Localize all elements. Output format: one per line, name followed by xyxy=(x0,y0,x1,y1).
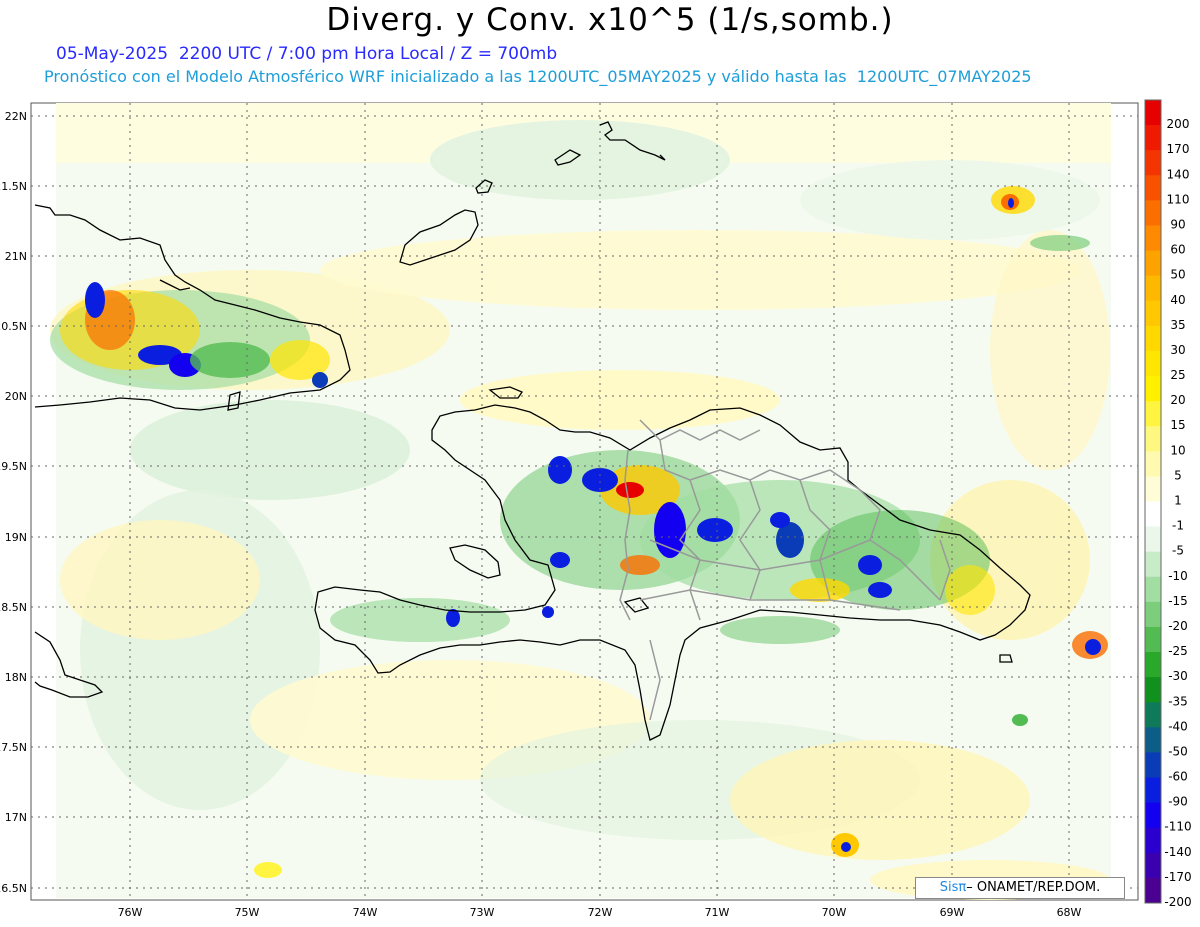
colorbar-swatch xyxy=(1145,827,1161,854)
lat-tick-label: 18N xyxy=(5,671,27,684)
lon-tick-label: 70W xyxy=(822,906,847,919)
lon-tick-label: 72W xyxy=(588,906,613,919)
colorbar-label: -170 xyxy=(1164,870,1191,884)
lon-tick-label: 76W xyxy=(118,906,143,919)
credit-text: ONAMET/REP.DOM. xyxy=(972,880,1101,895)
colorbar-swatch xyxy=(1145,626,1161,653)
colorbar-label: -50 xyxy=(1168,744,1188,758)
model-run-subtitle: Pronóstico con el Modelo Atmosférico WRF… xyxy=(44,67,1032,86)
lon-tick-label: 71W xyxy=(705,906,730,919)
lat-tick-label: 16.5N xyxy=(0,882,27,895)
colorbar-label: 170 xyxy=(1167,142,1190,156)
lat-tick-label: 19N xyxy=(5,531,27,544)
colorbar-swatch xyxy=(1145,526,1161,553)
lat-tick-label: 17N xyxy=(5,811,27,824)
colorbar-label: 140 xyxy=(1167,167,1190,181)
colorbar-swatch xyxy=(1145,601,1161,628)
colorbar-label: -60 xyxy=(1168,770,1188,784)
colorbar-swatch xyxy=(1145,576,1161,603)
valid-time-subtitle: 05-May-2025 2200 UTC / 7:00 pm Hora Loca… xyxy=(56,44,558,64)
colorbar-swatch xyxy=(1145,652,1161,678)
colorbar-swatch xyxy=(1145,350,1161,377)
colorbar-label: 10 xyxy=(1170,443,1185,457)
lon-tick-label: 68W xyxy=(1057,906,1082,919)
lon-tick-label: 69W xyxy=(940,906,965,919)
sispi-logo: Sisπ xyxy=(939,880,967,895)
colorbar-label: -200 xyxy=(1164,895,1191,909)
colorbar-swatch xyxy=(1145,877,1161,904)
colorbar-label: 40 xyxy=(1170,293,1185,307)
colorbar-label: -10 xyxy=(1168,569,1188,583)
colorbar-swatch xyxy=(1145,225,1161,252)
lat-tick-label: 21.5N xyxy=(0,180,27,193)
colorbar-label: -5 xyxy=(1172,544,1184,558)
graticule xyxy=(31,103,1138,900)
lon-tick-label: 75W xyxy=(235,906,260,919)
colorbar-swatch xyxy=(1145,727,1161,753)
colorbar-label: 1 xyxy=(1174,494,1182,508)
lat-tick-label: 20N xyxy=(5,390,27,403)
colorbar-swatch xyxy=(1145,702,1161,728)
colorbar-label: 90 xyxy=(1170,217,1185,231)
coastlines xyxy=(34,121,1031,741)
colorbar-label: -30 xyxy=(1168,669,1188,683)
colorbar-swatch xyxy=(1145,300,1161,327)
colorbar-swatch xyxy=(1145,376,1161,402)
colorbar-label: 30 xyxy=(1170,343,1185,357)
colorbar-label: 25 xyxy=(1170,368,1185,382)
longitude-axis: 76W 75W 74W 73W 72W 71W 70W 69W 68W xyxy=(118,906,1082,919)
colorbar-swatch xyxy=(1145,777,1161,804)
colorbar-swatch xyxy=(1145,100,1161,126)
colorbar-label: 5 xyxy=(1174,468,1182,482)
colorbar-swatch xyxy=(1145,852,1161,879)
lat-tick-label: 20.5N xyxy=(0,320,27,333)
colorbar-label: -35 xyxy=(1168,694,1188,708)
colorbar-label: -20 xyxy=(1168,619,1188,633)
lon-tick-label: 73W xyxy=(470,906,495,919)
colorbar-label: 200 xyxy=(1167,117,1190,131)
latitude-axis: 22N 21.5N 21N 20.5N 20N 19.5N 19N 18.5N … xyxy=(0,110,27,895)
colorbar-swatch xyxy=(1145,677,1161,703)
colorbar-label: 35 xyxy=(1170,318,1185,332)
colorbar-label: -25 xyxy=(1168,644,1188,658)
lon-tick-label: 74W xyxy=(353,906,378,919)
province-boundaries xyxy=(619,419,951,721)
colorbar-label: 15 xyxy=(1170,418,1185,432)
colorbar-swatch xyxy=(1145,200,1161,226)
colorbar-legend: 200 170 140 110 90 60 50 40 35 30 25 20 15 10 5 1 -1 -5 -1… xyxy=(1144,99,1192,909)
colorbar-label: -90 xyxy=(1168,795,1188,809)
colorbar-swatch xyxy=(1145,401,1161,427)
colorbar-swatch xyxy=(1145,752,1161,779)
colorbar-swatch xyxy=(1145,325,1161,352)
colorbar-swatch xyxy=(1145,426,1161,452)
colorbar-swatch xyxy=(1145,551,1161,578)
colorbar-swatch xyxy=(1145,175,1161,201)
credit-box: Sisπ– ONAMET/REP.DOM. xyxy=(915,877,1125,899)
colorbar-label: 20 xyxy=(1170,393,1185,407)
colorbar-label: -1 xyxy=(1172,519,1184,533)
chart-title: Diverg. y Conv. x10^5 (1/s,somb.) xyxy=(326,2,894,38)
colorbar-label: -140 xyxy=(1164,845,1191,859)
lat-tick-label: 21N xyxy=(5,250,27,263)
colorbar-swatch xyxy=(1145,802,1161,829)
colorbar-swatch xyxy=(1145,451,1161,477)
colorbar-swatch xyxy=(1145,125,1161,151)
colorbar-swatch xyxy=(1145,150,1161,176)
colorbar-label: -110 xyxy=(1164,820,1191,834)
colorbar-label: -40 xyxy=(1168,719,1188,733)
colorbar-swatch xyxy=(1145,250,1161,277)
colorbar-frame xyxy=(1144,99,1162,904)
lat-tick-label: 17.5N xyxy=(0,741,27,754)
lat-tick-label: 19.5N xyxy=(0,460,27,473)
colorbar-swatch xyxy=(1145,476,1161,502)
colorbar-label: 60 xyxy=(1170,243,1185,257)
colorbar-swatch xyxy=(1145,275,1161,302)
colorbar-label: 50 xyxy=(1170,268,1185,282)
lat-tick-label: 22N xyxy=(5,110,27,123)
colorbar-swatch xyxy=(1145,501,1161,528)
colorbar-label: 110 xyxy=(1167,192,1190,206)
lat-tick-label: 18.5N xyxy=(0,601,27,614)
colorbar-label: -15 xyxy=(1168,594,1188,608)
